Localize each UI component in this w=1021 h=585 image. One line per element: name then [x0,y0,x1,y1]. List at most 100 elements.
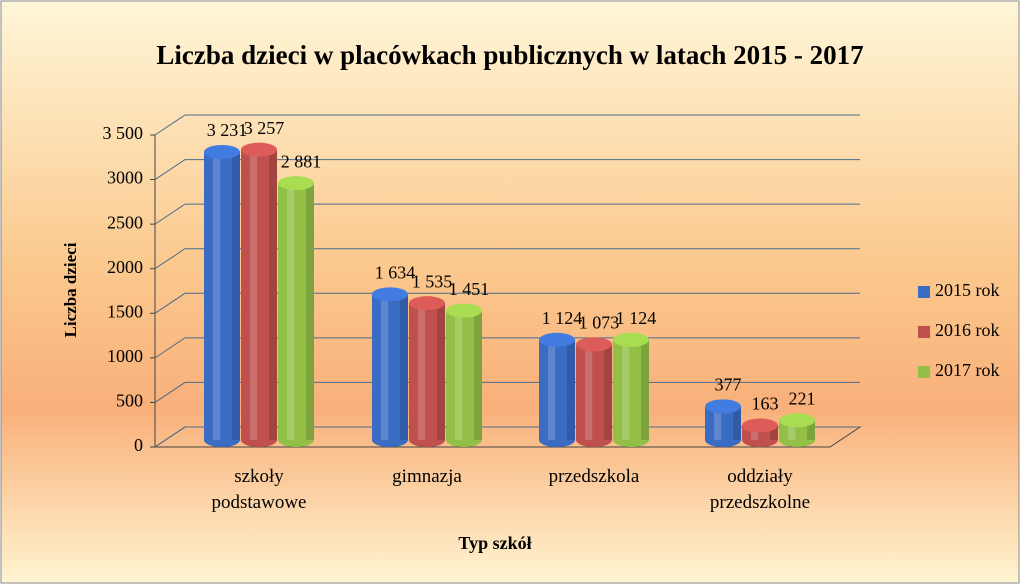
bar-top [613,332,649,347]
y-tick-label: 2500 [107,212,143,232]
bar [372,287,408,447]
y-tick-label: 3 500 [103,123,144,143]
bar-highlight [548,339,556,440]
bar-highlight [714,406,722,440]
bar-top [241,142,277,157]
bar [409,296,445,447]
bar-dark [232,151,240,440]
y-tick-label: 2000 [107,257,143,277]
value-label: 3 257 [244,118,285,138]
bar [705,399,741,447]
bar-body [204,151,240,447]
bar-highlight [381,294,389,440]
bar-dark [400,294,408,440]
bar-body [705,406,741,447]
bar-top [779,413,815,428]
legend-label: 2015 rok [935,280,1000,300]
bar-body [241,149,277,447]
value-label: 221 [789,388,816,408]
value-label: 1 535 [412,271,453,291]
bar-top [372,287,408,302]
bar-dark [269,149,277,440]
x-axis-title: Typ szkół [458,533,531,553]
x-tick-label: szkoły podstawowe [211,466,307,513]
bar-highlight [250,149,258,440]
value-label: 1 124 [616,308,657,328]
bar-highlight [622,339,630,440]
bar-body [372,294,408,447]
legend-swatch [918,366,930,378]
x-tick-label: oddziały przedszkolne [709,466,811,513]
legend-label: 2016 rok [935,320,1000,340]
bar-dark [437,303,445,440]
y-tick-label: 0 [134,435,143,455]
legend-swatch [918,286,930,298]
bar [742,418,778,447]
bar-highlight [751,425,759,440]
bar-highlight [788,420,796,440]
bar [204,144,240,447]
bar [613,332,649,447]
bar [241,142,277,447]
bar-body [576,344,612,447]
bar-dark [306,183,314,440]
chart-title: Liczba dzieci w placówkach publicznych w… [156,40,863,70]
bar-body [278,183,314,447]
value-label: 1 634 [375,262,416,282]
bar-highlight [418,303,426,440]
bar-dark [770,425,778,440]
value-label: 2 881 [281,151,322,171]
y-axis-title: Liczba dzieci [61,242,80,337]
grid-line [154,248,860,270]
bar-body [446,310,482,447]
bar-body [409,303,445,447]
grid-line [154,292,860,314]
x-tick-label: gimnazja [392,466,462,487]
y-tick-label: 1500 [107,301,143,321]
bar-top [204,144,240,159]
grid-line [154,203,860,225]
bar-top [539,332,575,347]
bar-dark [807,420,815,440]
bar [278,176,314,447]
value-label: 1 451 [449,279,490,299]
legend-swatch [918,326,930,338]
legend-label: 2017 rok [935,360,1000,380]
x-tick-label: przedszkola [548,466,640,487]
bar [446,303,482,447]
value-label: 377 [715,375,742,395]
bar-top [409,296,445,311]
value-label: 3 231 [207,120,248,140]
bar-top [446,303,482,318]
bar-dark [474,310,482,440]
bar [779,413,815,447]
y-tick-label: 500 [116,391,143,411]
value-label: 1 073 [579,312,620,332]
bar-dark [567,339,575,440]
bar-highlight [455,310,463,440]
grid-line [154,114,860,136]
bar-highlight [287,183,295,440]
grid-line [154,159,860,180]
bar-body [539,339,575,447]
y-tick-label: 3000 [107,168,143,188]
bar-dark [641,339,649,440]
y-tick-label: 1000 [107,346,143,366]
bar-body [613,339,649,447]
bar-top [742,418,778,433]
bar-body [779,420,815,447]
bar-highlight [213,151,221,440]
bar [576,337,612,447]
bar-dark [604,344,612,440]
bar-top [705,399,741,414]
bar-highlight [585,344,593,440]
bar-top [278,176,314,191]
bar [539,332,575,447]
bar-top [576,337,612,352]
value-label: 1 124 [542,308,583,328]
value-label: 163 [752,394,779,414]
bar-dark [733,406,741,440]
